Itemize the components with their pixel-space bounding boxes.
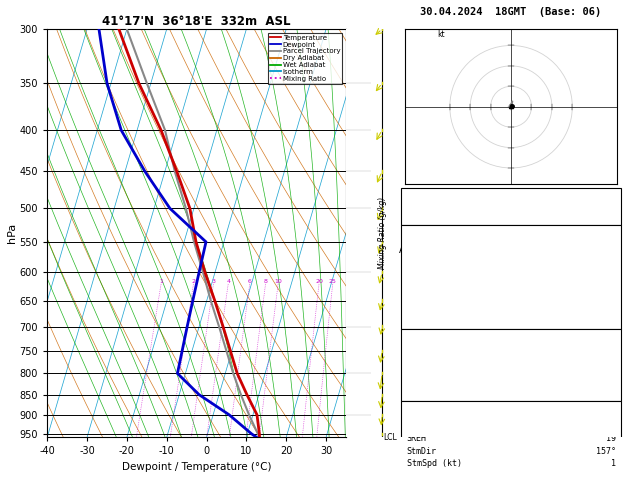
Y-axis label: km
ASL: km ASL [399, 233, 417, 255]
Text: 4: 4 [226, 279, 230, 284]
Text: θₑ (K): θₑ (K) [406, 360, 437, 369]
Text: 1: 1 [159, 279, 163, 284]
Title: 41°17'N  36°18'E  332m  ASL: 41°17'N 36°18'E 332m ASL [103, 15, 291, 28]
FancyBboxPatch shape [401, 225, 621, 329]
Text: kt: kt [438, 30, 445, 39]
Text: 44: 44 [606, 202, 616, 211]
Text: 17: 17 [606, 190, 616, 199]
Text: 8: 8 [264, 279, 267, 284]
Text: 2: 2 [611, 370, 616, 379]
X-axis label: Dewpoint / Temperature (°C): Dewpoint / Temperature (°C) [122, 462, 271, 472]
Text: 6: 6 [248, 279, 252, 284]
Text: 30.04.2024  18GMT  (Base: 06): 30.04.2024 18GMT (Base: 06) [420, 7, 602, 17]
Text: 3: 3 [211, 279, 216, 284]
Text: 20: 20 [315, 279, 323, 284]
Y-axis label: hPa: hPa [7, 223, 17, 243]
Text: Lifted Index: Lifted Index [406, 370, 467, 379]
Text: CAPE (J): CAPE (J) [406, 381, 447, 390]
Text: CIN (J): CIN (J) [406, 391, 442, 400]
Text: 5: 5 [611, 290, 616, 298]
Text: 0: 0 [611, 304, 616, 312]
Text: StmSpd (kt): StmSpd (kt) [406, 459, 462, 469]
Text: 157°: 157° [596, 447, 616, 456]
Text: 1: 1 [611, 459, 616, 469]
Text: Pressure (mb): Pressure (mb) [406, 349, 472, 359]
Text: Temp (°C): Temp (°C) [406, 247, 452, 256]
Text: 0: 0 [611, 318, 616, 327]
Text: K: K [406, 190, 411, 199]
Text: 12.6: 12.6 [596, 261, 616, 270]
Text: 0: 0 [611, 381, 616, 390]
Text: Surface: Surface [494, 230, 528, 240]
Text: 13.3: 13.3 [596, 247, 616, 256]
Text: Dewp (°C): Dewp (°C) [406, 261, 452, 270]
Text: PW (cm): PW (cm) [406, 214, 442, 224]
Text: Lifted Index: Lifted Index [406, 290, 467, 298]
Text: StmDir: StmDir [406, 447, 437, 456]
Text: Most Unstable: Most Unstable [479, 334, 543, 344]
Text: 321: 321 [601, 360, 616, 369]
Text: EH: EH [406, 422, 416, 431]
Text: 2.22: 2.22 [596, 214, 616, 224]
Text: LCL: LCL [383, 433, 397, 442]
Text: 19: 19 [606, 434, 616, 443]
Text: θₑ(K): θₑ(K) [406, 276, 431, 284]
Text: Totals Totals: Totals Totals [406, 202, 472, 211]
Text: 314: 314 [601, 276, 616, 284]
Text: 0: 0 [611, 391, 616, 400]
Legend: Temperature, Dewpoint, Parcel Trajectory, Dry Adiabat, Wet Adiabat, Isotherm, Mi: Temperature, Dewpoint, Parcel Trajectory… [268, 33, 342, 84]
Text: 25: 25 [329, 279, 337, 284]
Text: 800: 800 [601, 349, 616, 359]
FancyBboxPatch shape [401, 189, 621, 225]
Text: CIN (J): CIN (J) [406, 318, 442, 327]
Text: 2: 2 [191, 279, 196, 284]
Text: CAPE (J): CAPE (J) [406, 304, 447, 312]
Text: Mixing Ratio (g/kg): Mixing Ratio (g/kg) [377, 197, 387, 269]
Text: 10: 10 [274, 279, 282, 284]
FancyBboxPatch shape [401, 329, 621, 400]
FancyBboxPatch shape [401, 400, 621, 470]
Text: SREH: SREH [406, 434, 426, 443]
Text: Hodograph: Hodograph [489, 406, 533, 415]
Text: 17: 17 [606, 422, 616, 431]
